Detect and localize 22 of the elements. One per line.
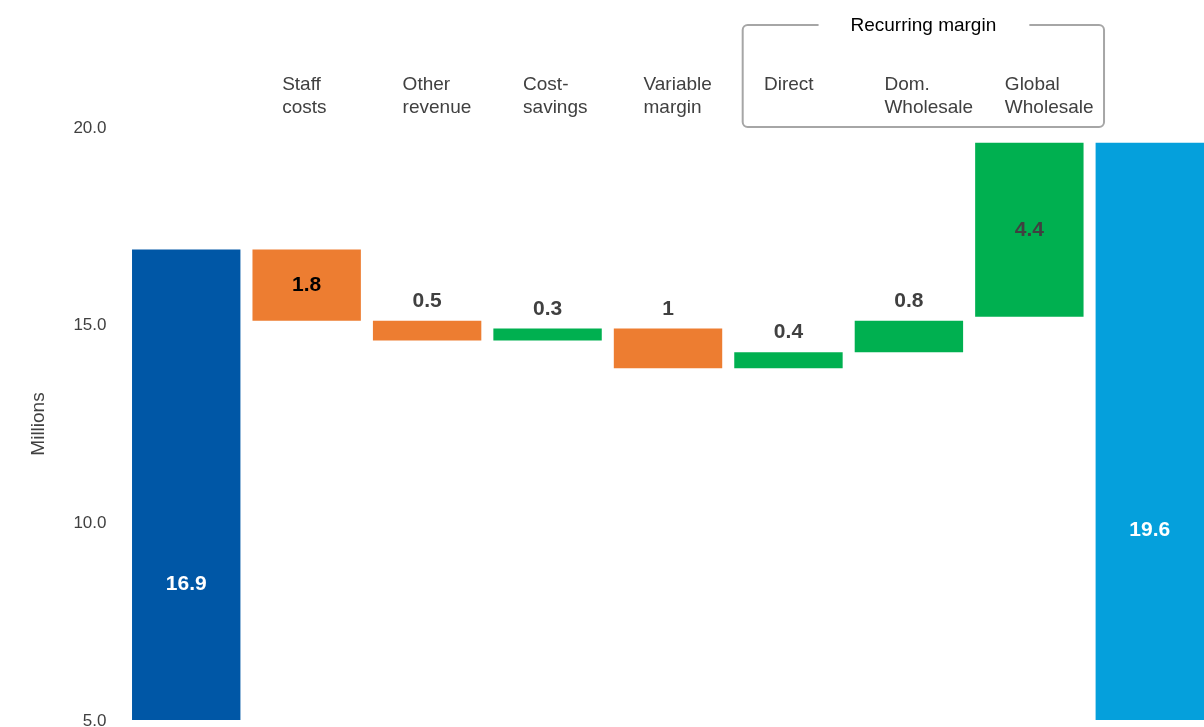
data-label: 0.5 [412, 287, 443, 311]
x-tick-label: Global Wholesale [1004, 72, 1094, 117]
data-label: 0.3 [532, 295, 563, 319]
y-tick-label: 15.0 [73, 315, 107, 335]
data-label: 19.6 [1129, 517, 1171, 541]
y-tick-label: 10.0 [73, 512, 107, 532]
x-tick-label: Other revenue [402, 72, 472, 117]
data-label: 16.9 [165, 570, 207, 594]
y-axis-title: Millions [27, 392, 49, 456]
x-tick-label: Staff costs [282, 72, 327, 117]
data-label: 0.8 [894, 287, 924, 311]
text: Recurring margin [850, 14, 997, 35]
data-label: 1 [662, 295, 675, 319]
x-tick-label: Variable margin [643, 72, 712, 117]
data-label: 1.8 [292, 272, 322, 296]
data-label: 4.4 [1014, 216, 1045, 240]
y-tick-label: 5.0 [82, 710, 107, 727]
x-tick-label: Direct [763, 72, 815, 94]
y-tick-label: 20.0 [73, 117, 107, 137]
x-tick-label: Cost- savings [523, 72, 588, 117]
data-label: 0.4 [773, 319, 804, 343]
x-tick-label: Dom. Wholesale [884, 72, 974, 117]
